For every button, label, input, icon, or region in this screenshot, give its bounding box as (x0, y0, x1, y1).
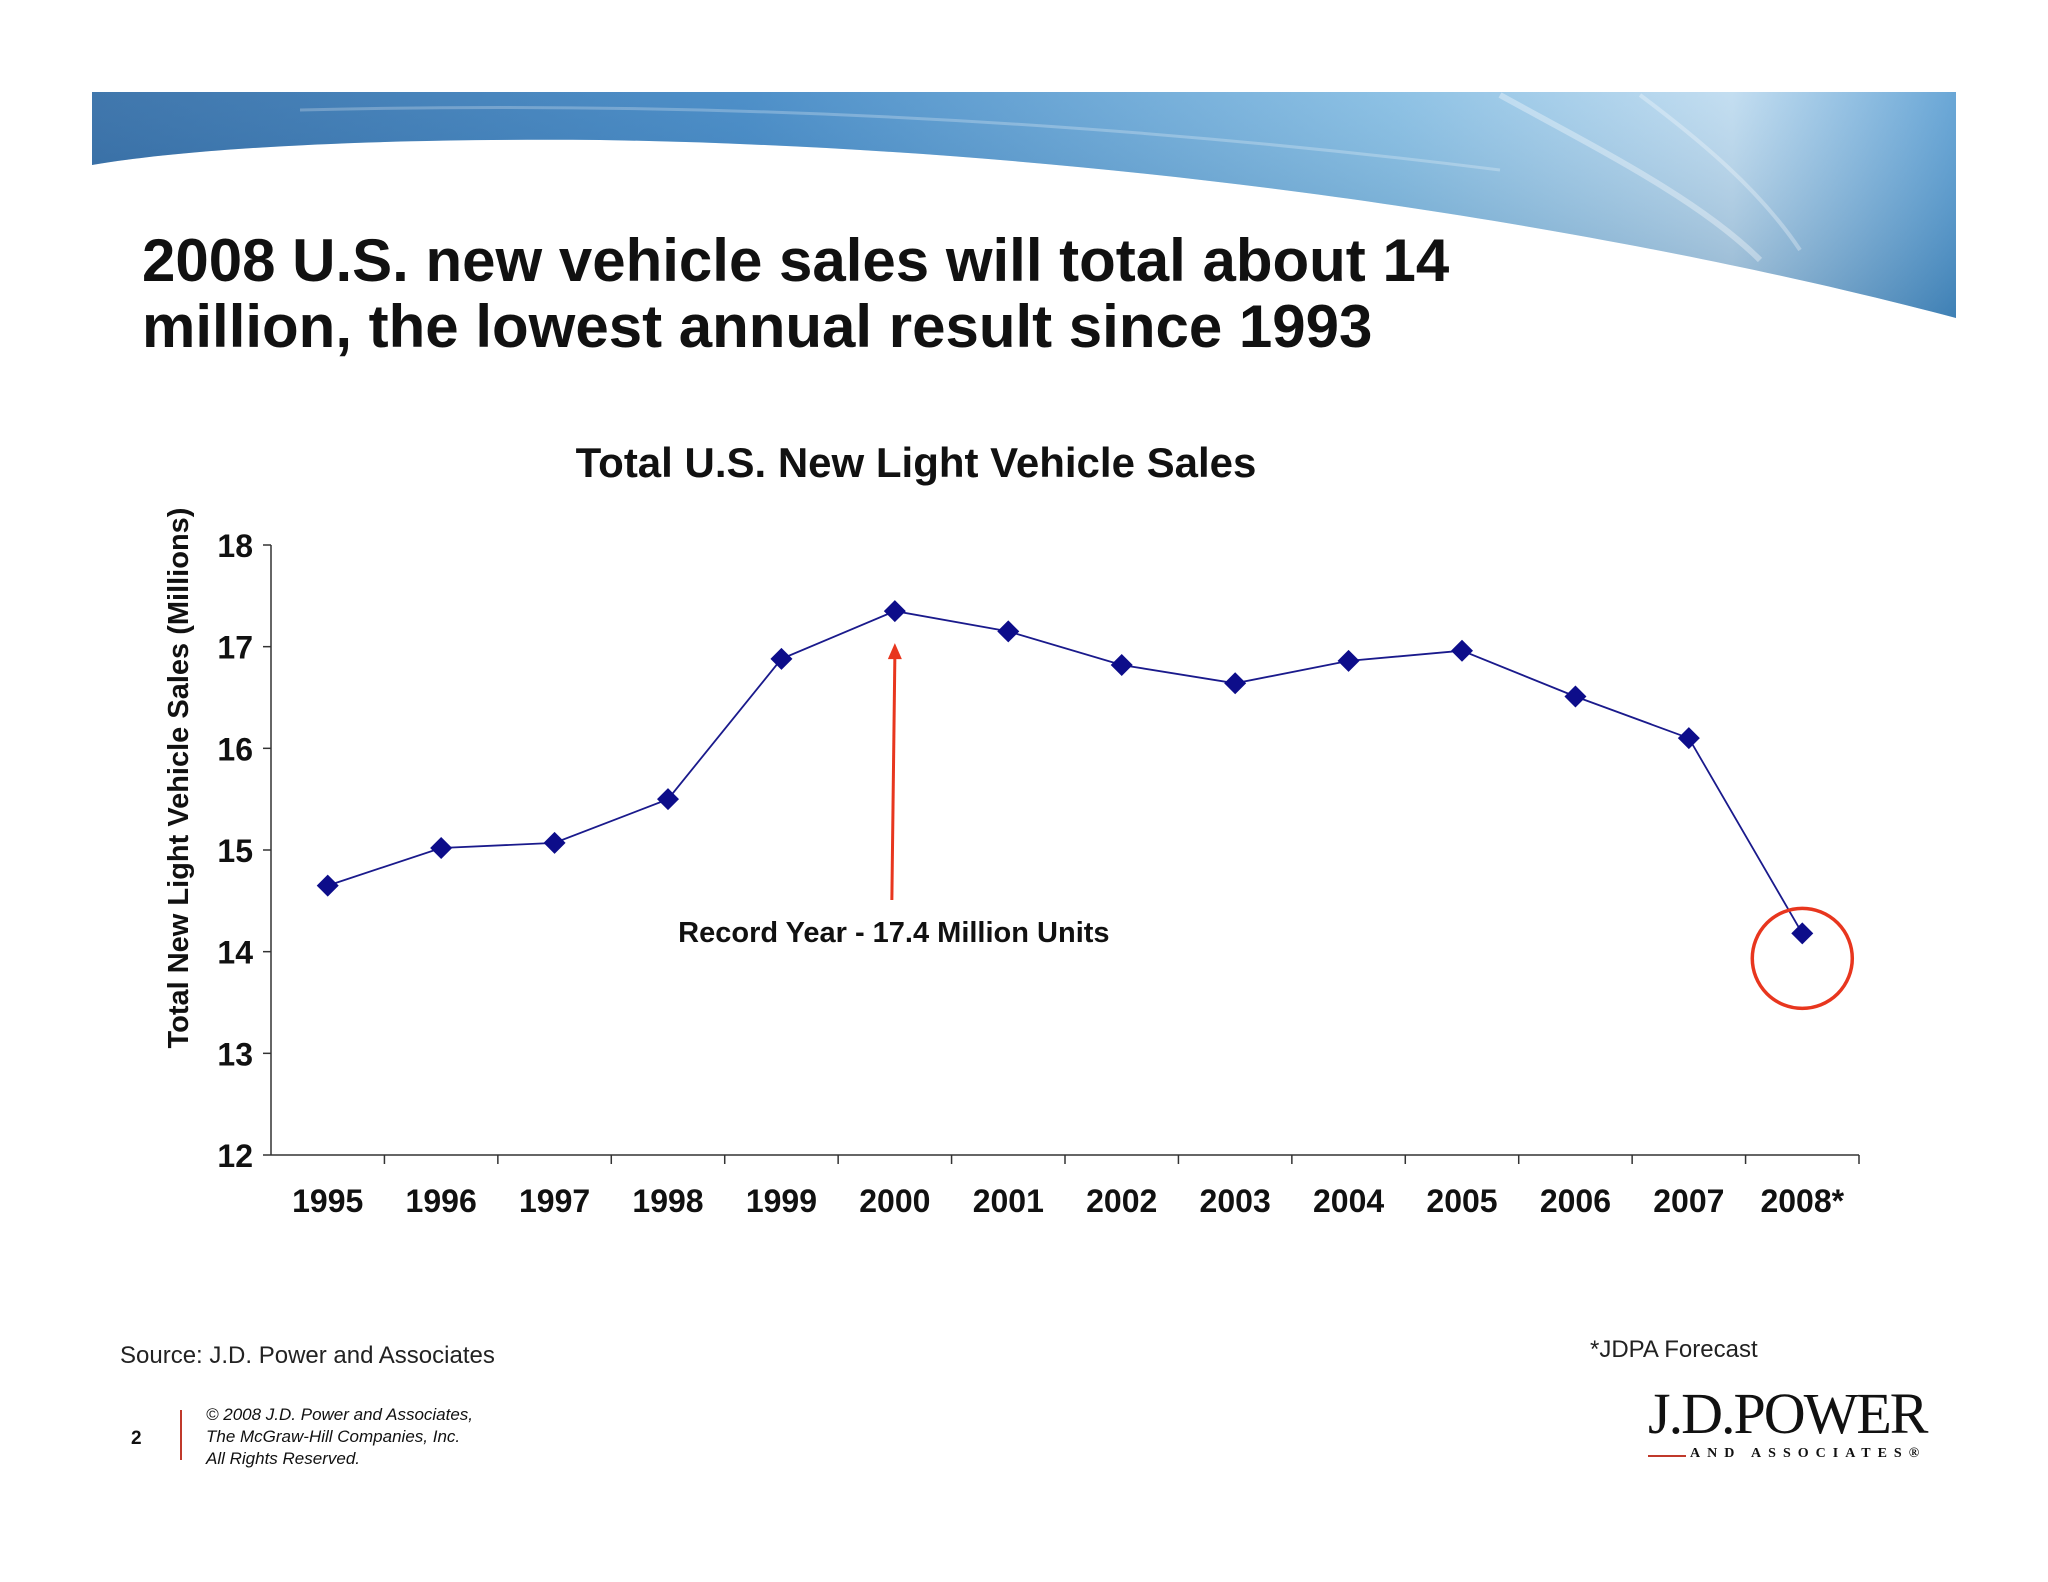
x-tick-label: 1999 (746, 1183, 817, 1219)
y-tick-label: 14 (217, 935, 253, 971)
x-tick-label: 2004 (1313, 1183, 1384, 1219)
x-tick-label: 2006 (1540, 1183, 1611, 1219)
x-tick-label: 2003 (1200, 1183, 1271, 1219)
forecast-highlight-circle (1750, 906, 1855, 1011)
data-point-marker (997, 620, 1020, 643)
data-point-marker (1791, 922, 1814, 945)
y-tick-label: 15 (217, 833, 253, 869)
data-point-marker (543, 831, 566, 854)
copyright-line-1: © 2008 J.D. Power and Associates, (206, 1405, 474, 1424)
chart-title: Total U.S. New Light Vehicle Sales (576, 439, 1257, 486)
slide-headline: 2008 U.S. new vehicle sales will total a… (142, 228, 1642, 360)
y-tick-label: 18 (217, 528, 253, 564)
record-arrow-shaft (890, 657, 897, 901)
record-arrow-head (887, 643, 902, 660)
data-point-marker (430, 836, 453, 859)
data-point-marker (316, 874, 339, 897)
forecast-note: *JDPA Forecast (1590, 1336, 1758, 1363)
y-axis-label: Total New Light Vehicle Sales (Millions) (163, 508, 195, 1049)
source-note: Source: J.D. Power and Associates (120, 1342, 495, 1369)
data-point-marker (1451, 639, 1473, 662)
jd-power-logo: J.D.POWER AND ASSOCIATES® (1648, 1384, 1928, 1470)
series-line (327, 610, 1804, 934)
y-tick-label: 12 (217, 1138, 253, 1174)
x-tick-label: 1995 (292, 1183, 363, 1219)
data-point-marker (657, 788, 679, 811)
data-point-marker (1677, 727, 1700, 750)
copyright-notice: © 2008 J.D. Power and Associates, The Mc… (206, 1404, 473, 1470)
headline-line-2: million, the lowest annual result since … (142, 293, 1373, 360)
data-point-marker (770, 647, 793, 670)
y-tick-label: 16 (217, 731, 253, 767)
copyright-line-3: All Rights Reserved. (206, 1449, 361, 1468)
x-tick-label: 2007 (1653, 1183, 1724, 1219)
x-tick-label: 2000 (859, 1183, 930, 1219)
headline-line-1: 2008 U.S. new vehicle sales will total a… (142, 227, 1450, 294)
x-tick-label: 2001 (973, 1183, 1044, 1219)
x-tick-label: 2005 (1426, 1183, 1497, 1219)
header-banner (92, 92, 1956, 318)
x-tick-label: 1997 (519, 1183, 590, 1219)
y-tick-label: 13 (217, 1036, 253, 1072)
footer-divider (180, 1410, 182, 1460)
y-tick-label: 17 (217, 630, 253, 666)
x-tick-label: 2002 (1086, 1183, 1157, 1219)
logo-rule (1648, 1455, 1686, 1457)
data-point-marker (1110, 653, 1133, 676)
record-year-annotation: Record Year - 17.4 Million Units (678, 917, 1109, 949)
data-point-marker (1337, 649, 1360, 672)
copyright-line-2: The McGraw-Hill Companies, Inc. (206, 1427, 461, 1446)
data-point-marker (1224, 672, 1247, 695)
logo-wordmark: J.D.POWER (1648, 1381, 1928, 1446)
logo-subtitle: AND ASSOCIATES® (1690, 1446, 1927, 1461)
x-tick-label: 1996 (406, 1183, 477, 1219)
data-point-marker (1564, 685, 1587, 708)
data-point-marker (883, 600, 906, 623)
x-tick-label: 2008* (1760, 1183, 1844, 1219)
page-number: 2 (131, 1428, 142, 1449)
x-tick-label: 1998 (632, 1183, 703, 1219)
